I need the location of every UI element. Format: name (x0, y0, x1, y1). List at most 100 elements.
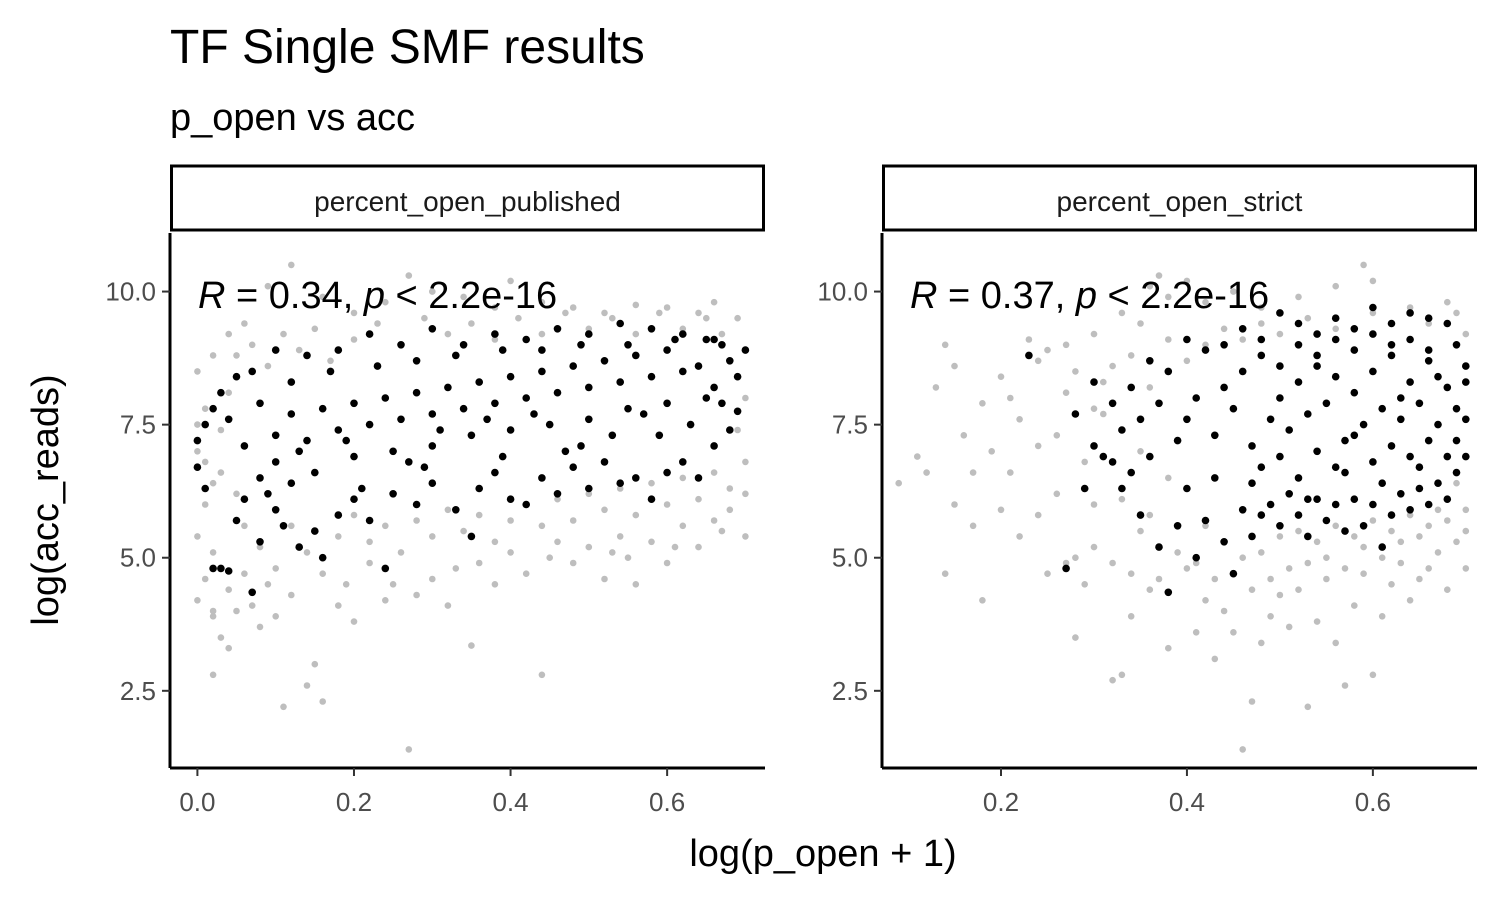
data-point (632, 301, 640, 309)
data-point (703, 314, 710, 322)
data-point (1369, 303, 1377, 312)
data-point (1294, 474, 1303, 482)
data-point (553, 388, 562, 397)
data-point (232, 516, 241, 525)
data-point (1239, 336, 1246, 343)
data-point (1127, 352, 1135, 359)
data-point (1434, 506, 1442, 514)
data-point (1294, 319, 1303, 328)
data-point (225, 644, 232, 652)
data-point (460, 293, 467, 301)
data-point (287, 479, 296, 488)
data-point (726, 506, 734, 514)
data-point (742, 490, 749, 498)
data-point (467, 532, 476, 541)
data-point (374, 320, 381, 327)
data-point (1369, 277, 1377, 285)
data-point (1025, 351, 1033, 360)
data-point (240, 495, 249, 504)
data-point (663, 346, 671, 354)
data-point (1118, 309, 1126, 317)
data-point (1062, 559, 1070, 567)
data-point (271, 506, 280, 514)
data-point (1053, 432, 1061, 439)
data-point (327, 357, 334, 365)
data-point (1137, 527, 1144, 535)
data-point (1276, 309, 1284, 317)
data-point (507, 549, 514, 556)
data-point (1424, 346, 1433, 354)
data-point (1007, 469, 1014, 476)
data-point (303, 436, 311, 445)
data-point (742, 394, 749, 402)
data-point (1360, 261, 1367, 269)
data-point (1304, 532, 1312, 541)
data-point (1276, 330, 1284, 338)
data-point (217, 469, 225, 476)
data-point (256, 399, 264, 408)
data-point (248, 588, 256, 597)
data-point (1462, 452, 1470, 461)
data-point (1165, 644, 1172, 652)
data-point (522, 394, 530, 402)
data-point (1351, 533, 1358, 540)
data-point (1452, 436, 1461, 445)
data-point (1294, 511, 1303, 519)
data-point (397, 549, 405, 556)
data-point (710, 298, 718, 306)
data-point (1313, 538, 1321, 546)
data-point (507, 277, 514, 285)
data-point (616, 485, 624, 492)
data-point (1434, 372, 1442, 381)
data-point (295, 543, 304, 551)
data-point (694, 362, 703, 370)
data-point (1350, 346, 1359, 354)
data-point (562, 309, 569, 317)
data-point (1258, 549, 1265, 556)
series-highlight (1025, 303, 1470, 597)
data-point (1416, 533, 1423, 540)
data-point (632, 351, 640, 360)
data-point (193, 463, 202, 472)
data-point (318, 553, 327, 562)
data-point (209, 352, 217, 359)
data-point (1378, 404, 1386, 413)
data-point (1080, 484, 1089, 493)
data-point (895, 479, 902, 487)
data-point (538, 346, 546, 354)
data-point (1238, 367, 1247, 376)
data-point (1165, 474, 1172, 482)
data-point (1452, 468, 1461, 477)
data-point (1415, 399, 1424, 408)
data-point (718, 341, 726, 349)
data-point (1229, 404, 1238, 413)
data-point (194, 368, 201, 375)
data-point (318, 404, 327, 413)
data-point (1406, 452, 1414, 461)
data-point (382, 298, 389, 306)
data-point (1462, 362, 1470, 370)
data-point (350, 511, 358, 519)
data-point (1313, 495, 1321, 504)
data-point (1453, 479, 1460, 487)
data-point (1360, 543, 1367, 551)
data-point (741, 346, 750, 354)
data-point (1090, 501, 1098, 508)
data-point (1146, 586, 1154, 593)
data-point (1183, 565, 1191, 572)
data-point (718, 527, 726, 535)
data-point (1453, 309, 1460, 317)
data-point (405, 746, 413, 753)
data-point (663, 399, 671, 408)
data-point (319, 698, 327, 705)
data-point (413, 517, 420, 524)
data-point (1331, 372, 1340, 381)
data-point (1118, 426, 1126, 434)
data-point (1211, 655, 1219, 663)
x-tick-label: 0.4 (1169, 787, 1205, 817)
data-point (224, 415, 233, 424)
data-point (1331, 463, 1340, 472)
data-point (412, 388, 421, 397)
data-point (1285, 623, 1293, 631)
data-point (1323, 554, 1330, 561)
